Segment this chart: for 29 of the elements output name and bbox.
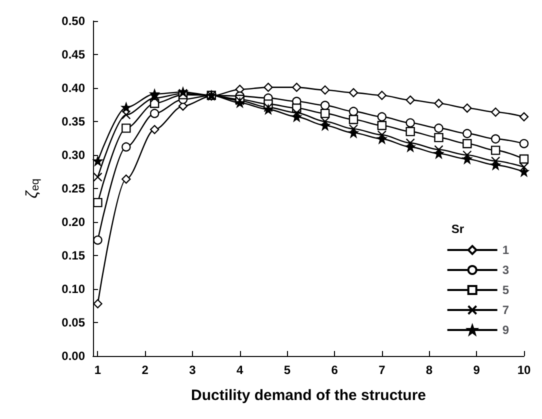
x-tick-label: 2 <box>142 363 149 377</box>
x-tick-label: 6 <box>331 363 338 377</box>
legend-title: Sr <box>451 222 464 236</box>
legend-label: 3 <box>502 263 510 277</box>
x-tick-label: 8 <box>426 363 433 377</box>
y-tick-label: 0.25 <box>62 182 86 196</box>
legend-label: 7 <box>502 303 510 317</box>
y-tick-label: 0.30 <box>62 148 86 162</box>
y-tick-label: 0.10 <box>62 282 86 296</box>
y-tick-label: 0.35 <box>62 114 86 128</box>
x-axis-title: Ductility demand of the structure <box>190 387 426 404</box>
y-tick-label: 0.20 <box>62 215 86 229</box>
x-tick-label: 1 <box>94 363 102 377</box>
x-tick-label: 7 <box>378 363 386 377</box>
x-tick-label: 9 <box>473 363 480 377</box>
legend-label: 9 <box>502 323 510 337</box>
x-tick-label: 10 <box>517 363 531 377</box>
x-tick-label: 4 <box>236 363 244 377</box>
y-tick-label: 0.45 <box>62 48 86 62</box>
legend-label: 5 <box>502 283 510 297</box>
x-tick-label: 5 <box>284 363 291 377</box>
y-tick-label: 0.50 <box>62 14 86 28</box>
y-tick-label: 0.15 <box>62 248 86 262</box>
y-tick-label: 0.40 <box>62 81 86 95</box>
legend-label: 1 <box>502 243 510 257</box>
y-tick-label: 0.00 <box>62 349 86 363</box>
x-tick-label: 3 <box>189 363 196 377</box>
y-tick-label: 0.05 <box>62 316 86 330</box>
y-axis-title: ζeq <box>24 178 42 198</box>
